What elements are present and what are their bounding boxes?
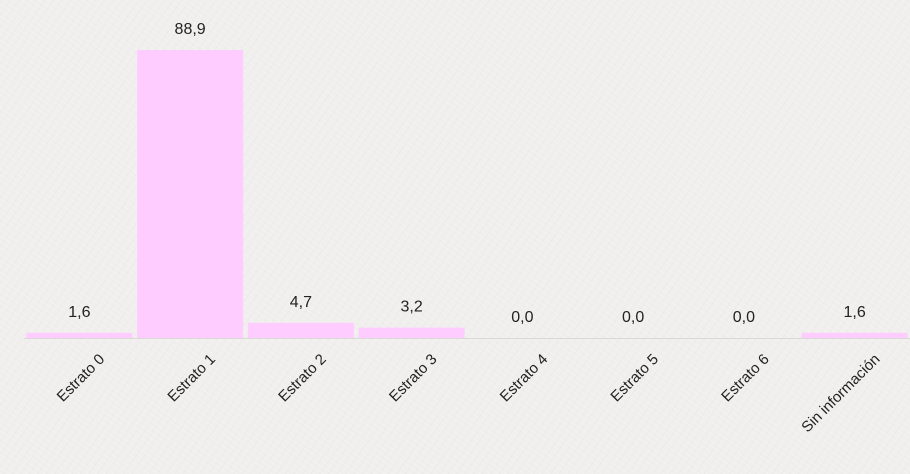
tick-label-estrato-1: Estrato 1 [164, 351, 218, 405]
bar-estrato-1 [137, 50, 244, 338]
bar-sin-informaci-n [801, 332, 908, 338]
value-label-estrato-5: 0,0 [622, 309, 644, 326]
tick-label-estrato-3: Estrato 3 [386, 351, 440, 405]
tick-label-estrato-2: Estrato 2 [275, 351, 329, 405]
tick-label-estrato-5: Estrato 5 [607, 351, 661, 405]
value-label-estrato-3: 3,2 [401, 299, 423, 316]
bars-group [26, 50, 908, 338]
value-label-estrato-6: 0,0 [733, 309, 755, 326]
value-label-estrato-2: 4,7 [290, 294, 312, 311]
value-label-estrato-1: 88,9 [175, 21, 206, 38]
bar-estrato-0 [26, 332, 133, 338]
bar-estrato-3 [358, 327, 465, 338]
tick-label-sin-informaci-n: Sin información [798, 351, 883, 436]
tick-label-estrato-6: Estrato 6 [718, 351, 772, 405]
tick-label-estrato-0: Estrato 0 [54, 351, 108, 405]
value-label-sin-informaci-n: 1,6 [844, 304, 866, 321]
bar-estrato-2 [247, 322, 354, 338]
value-labels-group: 1,6 88,9 4,7 3,2 0,0 0,0 0,0 1,6 [68, 21, 866, 326]
category-tick-labels-group: Estrato 0 Estrato 1 Estrato 2 Estrato 3 Estr… [54, 351, 884, 436]
tick-label-estrato-4: Estrato 4 [497, 351, 551, 405]
value-label-estrato-0: 1,6 [68, 304, 90, 321]
value-label-estrato-4: 0,0 [511, 309, 533, 326]
